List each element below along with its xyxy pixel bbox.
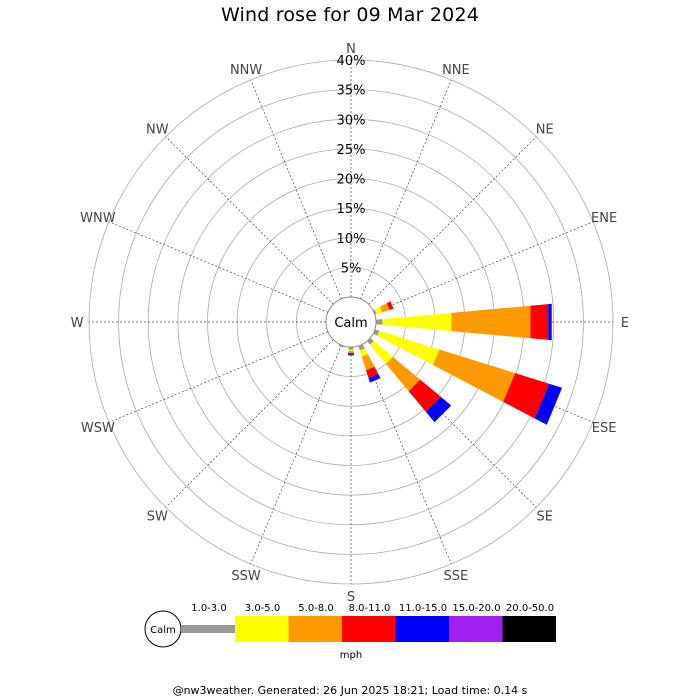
direction-label-nnw: NNW [230, 63, 262, 78]
direction-label-se: SE [536, 510, 552, 525]
bar-s-bin-4 [348, 354, 354, 356]
direction-label-wnw: WNW [80, 211, 116, 226]
spoke-se [368, 339, 537, 508]
bar-se-bin-2 [386, 357, 421, 392]
wind-bars [338, 301, 563, 425]
bar-ene-bin-2 [380, 303, 390, 313]
bar-e-bin-1 [382, 312, 452, 332]
direction-label-n: N [346, 42, 356, 57]
pct-label-3: 20% [337, 173, 366, 188]
spoke-nne [360, 79, 452, 300]
legend-swatch-1 [235, 616, 289, 642]
bar-ese-bin-3 [503, 373, 550, 419]
direction-label-ssw: SSW [231, 569, 261, 584]
direction-label-ne: NE [536, 122, 554, 137]
spoke-ne [368, 136, 537, 305]
legend-bin-label-0: 1.0-3.0 [191, 603, 226, 614]
legend-swatch-3 [342, 616, 396, 642]
bar-s-bin-2 [348, 351, 354, 353]
bar-e-bin-4 [548, 303, 552, 341]
direction-label-nne: NNE [442, 63, 470, 78]
spoke-nnw [250, 79, 342, 300]
pct-label-0: 5% [341, 261, 362, 276]
spoke-wsw [108, 331, 329, 423]
pct-label-5: 30% [337, 113, 366, 128]
footer-text: @nw3weather. Generated: 26 Jun 2025 18:2… [172, 684, 528, 697]
bar-e-bin-3 [530, 304, 549, 340]
direction-label-nw: NW [146, 122, 169, 137]
legend-swatch-4 [395, 616, 449, 642]
bar-se-bin-3 [408, 379, 441, 412]
direction-label-w: W [71, 316, 84, 331]
legend-bin-label-6: 20.0-50.0 [506, 603, 554, 614]
bar-sse-bin-1 [359, 348, 368, 357]
bar-sse-bin-2 [361, 354, 375, 371]
speed-legend: Calm 1.0-3.0 3.0-5.0 5.0-8.0 8.0-11.0 11.0-15… [144, 603, 556, 661]
bar-ene-bin-3 [386, 301, 394, 310]
spoke-ssw [250, 344, 342, 565]
spoke-ese [373, 331, 594, 423]
percentage-labels: 5% 10% 15% 20% 25% 30% 35% 40% [337, 54, 366, 276]
pct-label-1: 10% [337, 232, 366, 247]
direction-label-wsw: WSW [81, 421, 115, 436]
legend-calm-label: Calm [150, 625, 176, 636]
bar-se-bin-4 [425, 396, 452, 423]
legend-swatch-2 [288, 616, 342, 642]
legend-bin-label-2: 5.0-8.0 [298, 603, 333, 614]
bar-ese-bin-1 [377, 330, 440, 365]
bar-ese-bin-4 [534, 383, 563, 425]
legend-bin-label-3: 8.0-11.0 [349, 603, 391, 614]
bar-se-bin-1 [370, 341, 393, 364]
pct-label-4: 25% [337, 143, 366, 158]
direction-label-ene: ENE [591, 211, 617, 226]
spoke-ene [373, 221, 594, 313]
bar-s-bin-3 [348, 352, 354, 354]
legend-units: mph [340, 650, 362, 661]
legend-swatch-6 [502, 616, 556, 642]
direction-label-s: S [347, 590, 355, 605]
spoke-sw [165, 339, 334, 508]
calm-center: Calm [325, 296, 377, 348]
spoke-wnw [108, 221, 329, 313]
direction-label-sw: SW [147, 510, 168, 525]
pct-label-6: 35% [337, 84, 366, 99]
direction-label-e: E [621, 316, 629, 331]
direction-labels: N NNE NE ENE E ESE SE SSE S SSW SW WSW W WNW NW NNW [71, 42, 630, 605]
legend-swatch-5 [449, 616, 503, 642]
legend-bin-label-5: 15.0-20.0 [452, 603, 500, 614]
direction-label-sse: SSE [444, 569, 469, 584]
spoke-nw [165, 136, 334, 305]
spoke-sse [360, 344, 452, 565]
calm-label: Calm [334, 316, 367, 331]
direction-label-ese: ESE [592, 421, 617, 436]
page-title: Wind rose for 09 Mar 2024 [220, 4, 480, 26]
bar-e-bin-2 [451, 305, 531, 339]
bar-ssw-bin-0 [338, 344, 344, 348]
pct-label-2: 15% [337, 202, 366, 217]
bar-s-bin-0 [348, 346, 354, 350]
bar-s-bin-1 [348, 349, 354, 351]
legend-bin-label-1: 3.0-5.0 [245, 603, 280, 614]
direction-spokes [89, 60, 613, 584]
bar-sse-bin-4 [368, 374, 381, 383]
grid-ring-6 [118, 89, 584, 555]
pct-label-7: 40% [337, 54, 366, 69]
bar-ene-bin-1 [374, 306, 383, 314]
bar-sse-bin-3 [366, 366, 379, 379]
bar-e-bin-0 [375, 319, 383, 325]
bar-ese-bin-2 [432, 349, 516, 402]
legend-swatch-0 [181, 625, 235, 633]
legend-bin-label-4: 11.0-15.0 [399, 603, 447, 614]
bar-ene-bin-0 [373, 309, 377, 315]
